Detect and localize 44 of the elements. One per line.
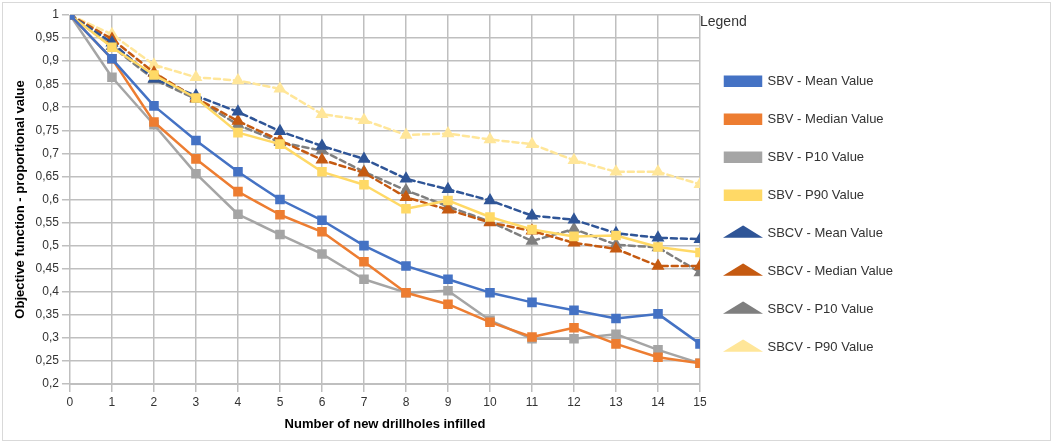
y-tick-label: 0,85 [35,76,60,91]
x-tick-label: 2 [150,394,158,409]
legend-label: SBV - P90 Value [767,186,865,202]
y-tick-label: 0,65 [35,168,60,183]
x-tick-label: 4 [234,394,242,409]
legend-label: SBV - Median Value [767,110,884,126]
x-tick-label: 7 [360,394,368,409]
y-tick-label: 0,2 [42,376,60,391]
x-tick-label: 0 [66,394,74,409]
x-tick-label: 12 [567,394,581,409]
y-tick-label: 0,4 [42,284,60,299]
legend-title: Legend [700,12,747,29]
y-tick-label: 0,8 [42,99,60,114]
y-tick-label: 0,45 [35,261,60,275]
x-tick-label: 1 [108,394,116,409]
y-tick-label: 0,5 [42,237,60,252]
y-tick-label: 0,7 [42,145,60,160]
x-tick-label: 10 [483,394,497,409]
y-tick-label: 0,35 [35,307,60,322]
y-tick-label: 0,6 [42,191,60,206]
x-tick-label: 13 [609,394,623,409]
x-tick-label: 9 [444,394,452,409]
legend-label: SBV - Mean Value [767,72,874,88]
y-tick-label: 0,9 [42,53,60,68]
y-tick-label: 0,95 [35,30,60,45]
x-tick-label: 5 [276,394,284,409]
legend-label: SBCV - Mean Value [767,224,883,240]
legend-label: SBV - P10 Value [767,148,865,164]
legend-label: SBCV - Median Value [767,262,893,278]
y-tick-label: 1 [52,7,60,22]
x-tick-label: 14 [651,394,665,409]
y-tick-label: 0,75 [35,122,60,137]
x-tick-label: 8 [402,394,410,409]
x-tick-label: 11 [525,394,539,409]
x-axis-title: Number of new drillholes infilled [284,415,486,431]
legend-label: SBCV - P90 Value [767,338,874,354]
y-tick-label: 0,55 [35,214,60,229]
y-axis-title: Objective function - proportional value [12,80,28,319]
y-tick-label: 0,25 [35,353,60,368]
x-tick-label: 15 [693,394,707,409]
legend-label: SBCV - P10 Value [767,300,874,316]
y-tick-label: 0,3 [42,330,60,345]
x-tick-label: 6 [318,394,326,409]
x-tick-label: 3 [192,394,200,409]
